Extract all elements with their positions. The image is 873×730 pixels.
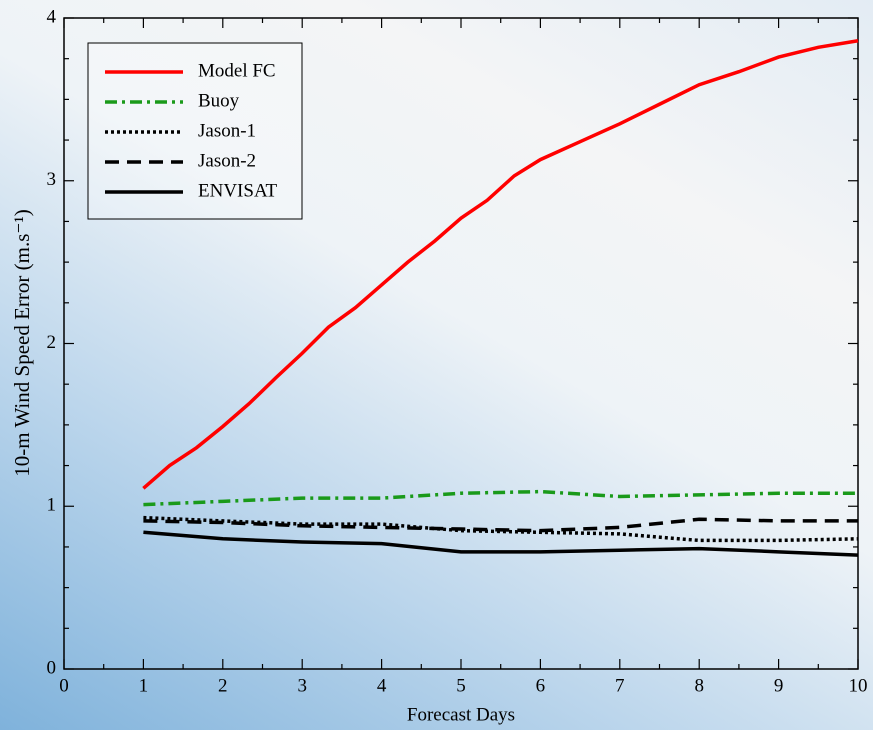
x-tick-label: 8 (694, 675, 704, 696)
y-tick-label: 2 (47, 332, 57, 353)
series-line (143, 517, 858, 533)
x-tick-label: 9 (774, 675, 784, 696)
x-tick-label: 10 (849, 675, 868, 696)
series-line (143, 530, 859, 557)
y-axis-label: 10-m Wind Speed Error (m.s⁻¹) (10, 209, 34, 477)
x-axis-label: Forecast Days (407, 704, 515, 725)
x-tick-label: 5 (456, 675, 466, 696)
x-tick-label: 4 (377, 675, 387, 696)
y-tick-label: 4 (47, 6, 57, 27)
x-tick-label: 7 (615, 675, 625, 696)
legend-label: Jason-2 (198, 150, 256, 171)
series-line (143, 489, 858, 507)
x-tick-label: 1 (139, 675, 149, 696)
y-tick-label: 1 (47, 495, 57, 516)
series-line (142, 39, 859, 490)
x-tick-label: 0 (59, 675, 69, 696)
legend-label: Model FC (198, 60, 276, 81)
x-tick-label: 2 (218, 675, 228, 696)
legend-label: Jason-1 (198, 120, 256, 141)
series-line (143, 515, 859, 543)
y-tick-label: 0 (47, 657, 57, 678)
legend-label: ENVISAT (198, 180, 278, 201)
x-tick-label: 3 (297, 675, 307, 696)
legend-label: Buoy (198, 90, 240, 111)
x-tick-label: 6 (536, 675, 546, 696)
y-tick-label: 3 (47, 169, 57, 190)
